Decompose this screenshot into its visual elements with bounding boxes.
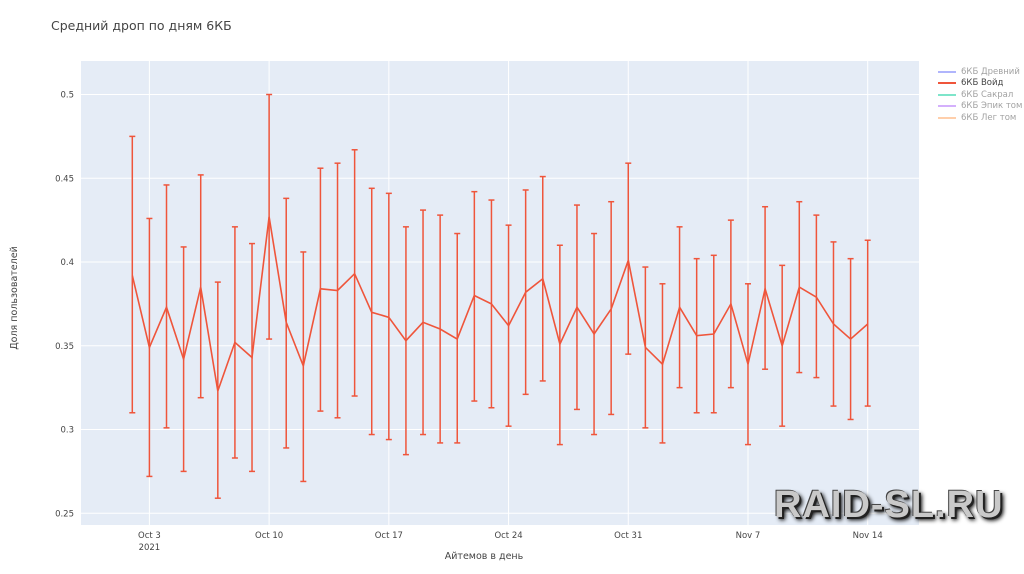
y-tick-label: 0.25 — [55, 509, 74, 519]
legend-label: 6КБ Древний — [961, 66, 1020, 77]
legend-item[interactable]: 6КБ Сакрал — [938, 89, 1022, 101]
x-tick-label: Nov 14 — [853, 531, 883, 541]
y-tick-label: 0.4 — [60, 258, 74, 268]
y-axis-ticks: 0.25 0.3 0.35 0.4 0.45 0.5 — [55, 91, 74, 520]
legend-item[interactable]: 6КБ Лег том — [938, 112, 1022, 124]
x-axis-ticks: Oct 3 2021 Oct 10 Oct 17 Oct 24 Oct 31 Nov 7 No… — [138, 531, 883, 553]
legend-item[interactable]: 6КБ Войд — [938, 78, 1022, 90]
legend-label: 6КБ Эпик том — [961, 101, 1023, 112]
legend-swatch — [938, 105, 956, 108]
x-tick-label: Oct 10 — [255, 531, 283, 541]
plot-area[interactable] — [81, 61, 919, 525]
x-tick-label: Oct 17 — [375, 531, 403, 541]
legend-swatch — [938, 82, 956, 85]
chart-title: Средний дроп по дням 6КБ — [51, 18, 232, 33]
series-line[interactable] — [131, 216, 869, 392]
legend-swatch — [938, 70, 956, 73]
x-tick-label: Nov 7 — [736, 531, 761, 541]
y-tick-label: 0.3 — [60, 426, 74, 436]
x-axis-label: Айтемов в день — [445, 551, 524, 562]
y-tick-label: 0.35 — [55, 342, 74, 352]
x-tick-label: Oct 24 — [494, 531, 522, 541]
legend-label: 6КБ Войд — [961, 78, 1004, 89]
legend-item[interactable]: 6КБ Древний — [938, 66, 1022, 78]
watermark-logo: RAID-SL.RU — [774, 484, 1004, 526]
legend: 6КБ Древний 6КБ Войд 6КБ Сакрал 6КБ Эпик то… — [938, 66, 1022, 124]
legend-item[interactable]: 6КБ Эпик том — [938, 101, 1022, 113]
y-tick-label: 0.45 — [55, 174, 74, 184]
x-tick-label: Oct 3 — [138, 531, 161, 541]
series-lines — [131, 216, 869, 392]
legend-swatch — [938, 116, 956, 119]
legend-label: 6КБ Лег том — [961, 112, 1017, 123]
y-axis-label: Доля пользователей — [9, 246, 20, 350]
legend-label: 6КБ Сакрал — [961, 89, 1014, 100]
x-tick-sublabel: 2021 — [139, 543, 161, 553]
y-tick-label: 0.5 — [60, 91, 74, 101]
x-tick-label: Oct 31 — [614, 531, 642, 541]
legend-swatch — [938, 93, 956, 96]
